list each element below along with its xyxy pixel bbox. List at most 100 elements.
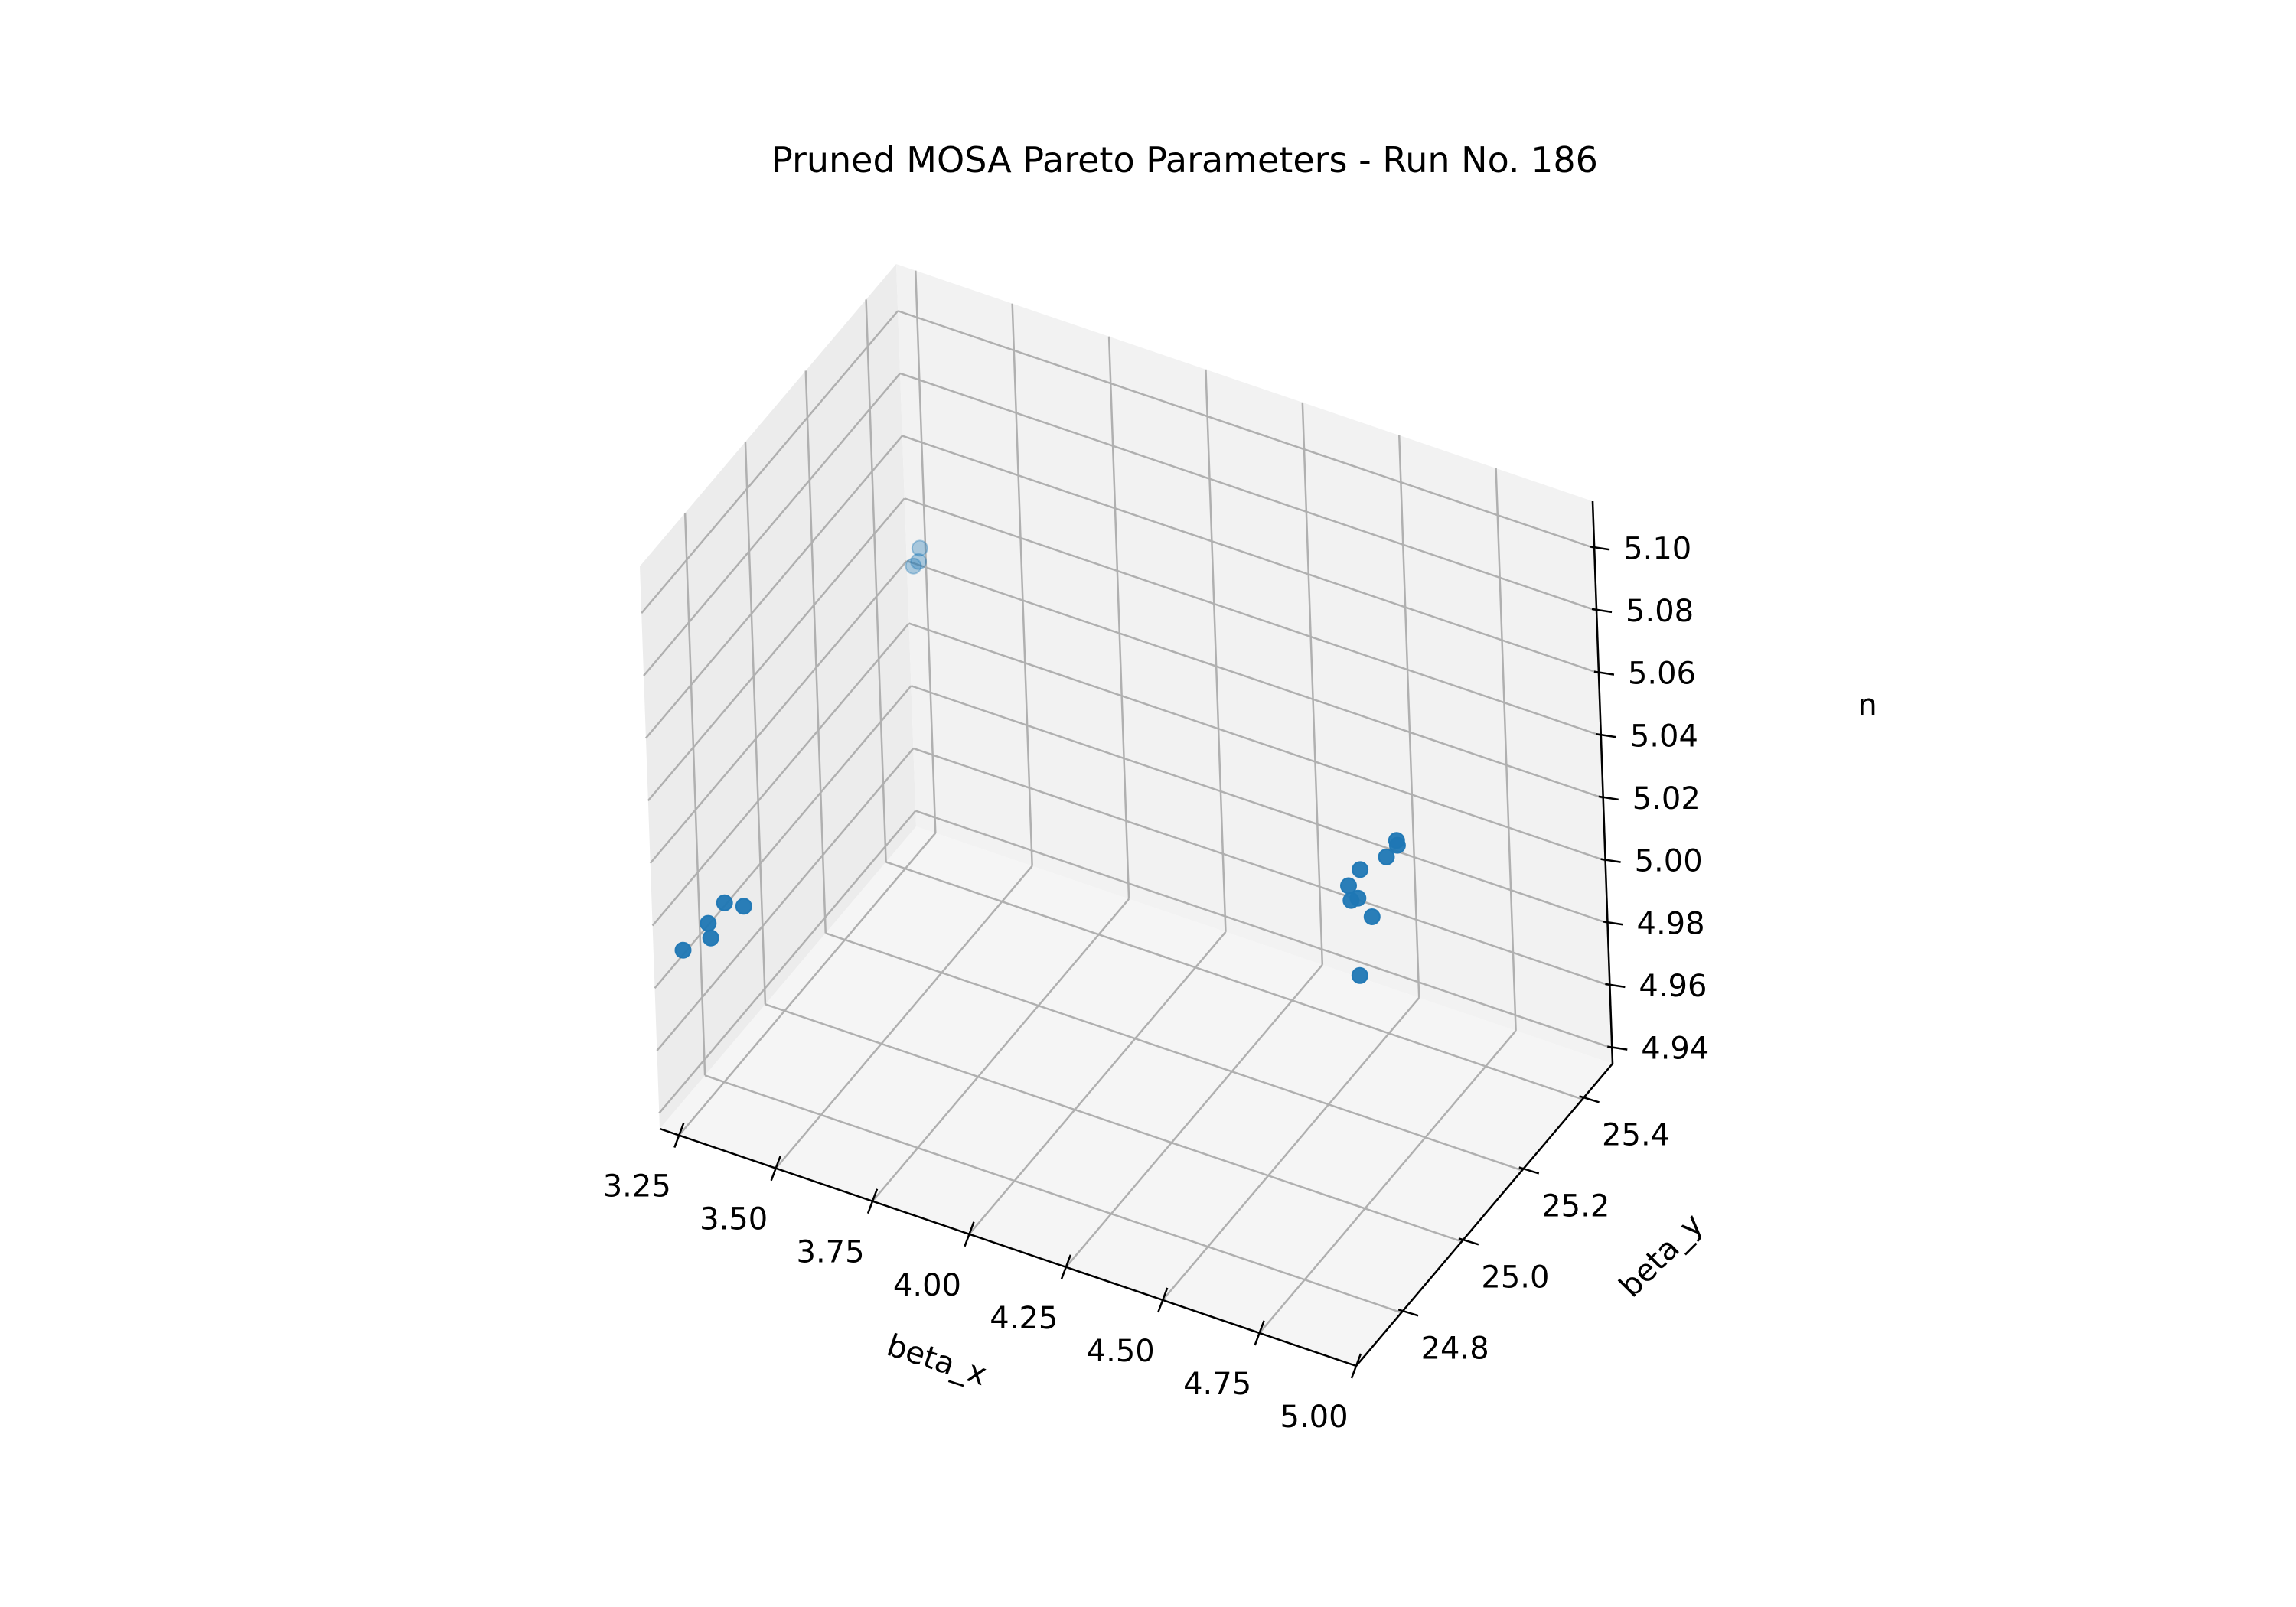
z-grid-line bbox=[641, 310, 899, 614]
chart-title: Pruned MOSA Pareto Parameters - Run No. … bbox=[771, 139, 1598, 181]
floor-pane bbox=[660, 826, 1613, 1366]
y-tick-mark bbox=[1397, 1309, 1419, 1317]
x-tick-mark bbox=[1350, 1353, 1362, 1379]
z-tick-label: 5.06 bbox=[1628, 657, 1696, 692]
scatter-point bbox=[735, 898, 752, 915]
y-grid-line bbox=[765, 1003, 1463, 1243]
y-tick-mark bbox=[1579, 1095, 1600, 1103]
z-axis-line bbox=[1591, 500, 1614, 1064]
scatter-point bbox=[1351, 966, 1368, 984]
y-grid-line bbox=[825, 932, 1523, 1172]
y-tick-mark bbox=[1458, 1237, 1479, 1246]
tick-marks bbox=[673, 546, 1628, 1379]
y-tick-label: 25.2 bbox=[1541, 1188, 1609, 1224]
y-tick-mark bbox=[1518, 1166, 1540, 1175]
scatter-point bbox=[674, 941, 692, 959]
scatter-point bbox=[1388, 836, 1406, 854]
scatter-point bbox=[911, 539, 928, 557]
z-tick-mark bbox=[1596, 733, 1617, 738]
y-grid-line bbox=[704, 1074, 1402, 1314]
x-axis-label: beta_x bbox=[882, 1328, 991, 1393]
z-grid-line bbox=[649, 560, 908, 864]
x-tick-mark bbox=[1157, 1287, 1169, 1313]
x-grid-line bbox=[1162, 997, 1420, 1301]
z-grid-line bbox=[908, 622, 1606, 862]
x-grid-line bbox=[1205, 369, 1227, 932]
z-grid-line bbox=[899, 372, 1597, 612]
z-grid-line bbox=[651, 622, 910, 927]
scatter-point bbox=[1378, 848, 1395, 865]
grid-lines bbox=[641, 270, 1614, 1367]
z-tick-mark bbox=[1607, 1045, 1628, 1051]
scatter-point bbox=[1342, 892, 1360, 909]
z-tick-mark bbox=[1589, 546, 1610, 551]
x-grid-line bbox=[1495, 468, 1517, 1031]
x-grid-line bbox=[1397, 435, 1420, 998]
left-pane bbox=[640, 264, 916, 1129]
x-grid-line bbox=[678, 832, 937, 1136]
z-tick-label: 4.94 bbox=[1641, 1032, 1709, 1067]
x-grid-line bbox=[1065, 964, 1323, 1268]
x-grid-line bbox=[872, 898, 1130, 1202]
x-tick-mark bbox=[770, 1156, 781, 1182]
scatter-point bbox=[910, 553, 928, 570]
x-grid-line bbox=[1107, 336, 1130, 899]
x-tick-mark bbox=[1060, 1254, 1072, 1280]
z-grid-line bbox=[644, 435, 903, 739]
z-tick-mark bbox=[1605, 983, 1626, 989]
z-grid-line bbox=[915, 810, 1613, 1049]
z-tick-label: 4.98 bbox=[1637, 906, 1705, 941]
y-axis-label: beta_y bbox=[1613, 1207, 1710, 1304]
z-grid-line bbox=[656, 748, 915, 1051]
x-tick-mark bbox=[673, 1123, 685, 1149]
y-tick-label: 24.8 bbox=[1421, 1331, 1489, 1366]
x-grid-line bbox=[968, 931, 1227, 1235]
x-tick-mark bbox=[866, 1188, 879, 1214]
x-tick-mark bbox=[1254, 1320, 1265, 1346]
y-grid-line bbox=[804, 370, 827, 934]
z-tick-mark bbox=[1598, 795, 1619, 801]
z-tick-label: 4.96 bbox=[1639, 969, 1707, 1004]
y-grid-line bbox=[865, 299, 887, 862]
x-grid-line bbox=[915, 270, 937, 833]
z-axis-label: n bbox=[1857, 688, 1877, 723]
z-tick-label: 5.04 bbox=[1630, 719, 1698, 754]
y-tick-label: 25.0 bbox=[1481, 1260, 1549, 1295]
x-tick-label: 5.00 bbox=[1280, 1400, 1348, 1435]
x-tick-mark bbox=[964, 1221, 975, 1247]
x-tick-label: 4.25 bbox=[990, 1301, 1058, 1336]
z-grid-line bbox=[904, 497, 1602, 737]
z-tick-label: 5.10 bbox=[1623, 531, 1691, 566]
scatter-points bbox=[674, 539, 1406, 984]
z-grid-line bbox=[643, 373, 902, 676]
x-tick-label: 3.25 bbox=[603, 1169, 671, 1204]
z-grid-line bbox=[912, 747, 1610, 987]
z-grid-line bbox=[906, 559, 1604, 800]
scatter-point bbox=[1352, 861, 1369, 878]
scatter-point bbox=[700, 914, 717, 932]
y-axis-line bbox=[1355, 1063, 1613, 1367]
x-grid-line bbox=[1258, 1030, 1517, 1334]
x-tick-label: 4.00 bbox=[893, 1268, 961, 1303]
z-grid-line bbox=[911, 685, 1608, 924]
x-tick-label: 3.75 bbox=[797, 1235, 865, 1270]
y-grid-line bbox=[744, 442, 767, 1005]
x-tick-label: 3.50 bbox=[700, 1202, 768, 1237]
scatter-point bbox=[716, 894, 733, 911]
z-grid-line bbox=[658, 810, 917, 1114]
x-grid-line bbox=[775, 865, 1033, 1169]
y-tick-label: 25.4 bbox=[1602, 1117, 1670, 1152]
z-tick-label: 5.08 bbox=[1626, 594, 1694, 629]
scatter-point bbox=[1363, 908, 1381, 925]
x-tick-label: 4.50 bbox=[1087, 1334, 1155, 1369]
z-tick-mark bbox=[1591, 608, 1613, 614]
z-tick-mark bbox=[1593, 670, 1615, 676]
z-tick-label: 5.00 bbox=[1635, 844, 1703, 879]
x-grid-line bbox=[1011, 303, 1033, 866]
scatter-point bbox=[905, 557, 922, 575]
x-tick-label: 4.75 bbox=[1183, 1367, 1251, 1402]
scatter-point bbox=[702, 929, 719, 947]
z-grid-line bbox=[902, 435, 1600, 674]
z-tick-mark bbox=[1600, 858, 1621, 863]
